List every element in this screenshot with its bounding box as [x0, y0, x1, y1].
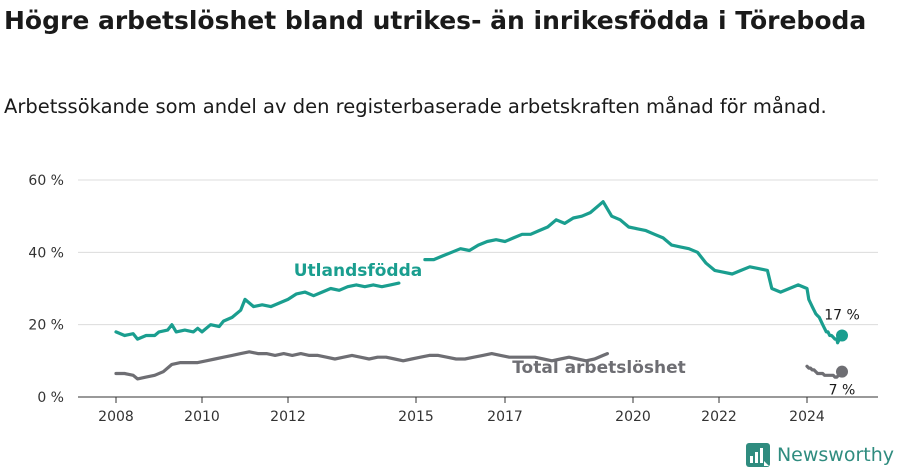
- x-tick-label: 2012: [270, 409, 306, 425]
- y-tick-label: 20 %: [28, 318, 64, 334]
- series-end-value-label: 7 %: [829, 383, 856, 399]
- y-tick-label: 0 %: [37, 390, 64, 406]
- series-labels: 17 % 7 % Utlandsfödda Total arbetslöshet: [294, 261, 860, 399]
- brand-logo[interactable]: Newsworthy: [745, 442, 894, 468]
- series-name-label: Utlandsfödda: [294, 261, 423, 281]
- x-tick-label: 2024: [789, 409, 825, 425]
- series-line-total: [114, 350, 844, 381]
- chart-subtitle: Arbetssökande som andel av den registerb…: [4, 95, 827, 118]
- x-tick-label: 2008: [98, 409, 134, 425]
- series-lines: [114, 200, 848, 381]
- chart-title: Högre arbetslöshet bland utrikes- än inr…: [4, 6, 867, 35]
- series-name-label: Total arbetslöshet: [512, 358, 686, 378]
- series-line-utlandsfodda: [114, 200, 844, 345]
- grid-lines: [78, 179, 878, 326]
- newsworthy-logo-icon: [745, 443, 770, 467]
- x-tick-label: 2022: [701, 409, 737, 425]
- series-end-value-label: 17 %: [824, 308, 860, 324]
- series-end-dot: [836, 365, 848, 378]
- y-axis-ticks: 0 % 20 % 40 % 60 %: [28, 173, 64, 406]
- y-tick-label: 40 %: [28, 245, 64, 261]
- brand-name: Newsworthy: [776, 444, 894, 466]
- x-tick-label: 2010: [184, 409, 220, 425]
- series-end-dot: [836, 329, 848, 342]
- y-tick-label: 60 %: [28, 173, 64, 189]
- x-tick-label: 2017: [487, 409, 523, 425]
- x-tick-label: 2015: [398, 409, 434, 425]
- x-axis: 2008 2010 2012 2015 2017 2020 2022 2024: [78, 396, 878, 425]
- x-tick-label: 2020: [615, 409, 651, 425]
